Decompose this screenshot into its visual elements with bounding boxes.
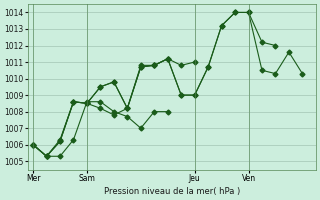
- X-axis label: Pression niveau de la mer( hPa ): Pression niveau de la mer( hPa ): [104, 187, 240, 196]
